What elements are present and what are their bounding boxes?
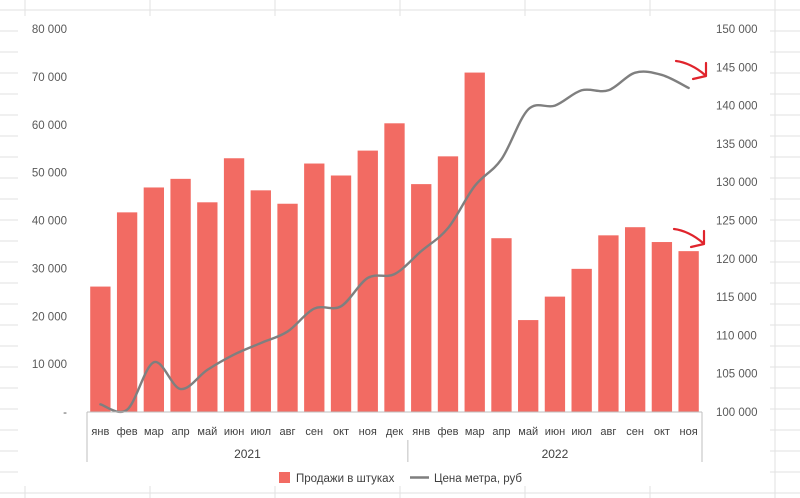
bar [464, 72, 485, 412]
red-arrow-shaft [674, 59, 707, 77]
x-group-label: 2021 [234, 447, 261, 461]
red-arrow-icon [674, 59, 708, 81]
x-tick-label: ноя [680, 426, 698, 438]
x-tick-label: янв [412, 426, 430, 438]
bar [678, 251, 699, 412]
x-tick-label: июн [545, 426, 565, 438]
bar [357, 150, 378, 412]
bar [571, 268, 592, 412]
red-arrow-icon [672, 227, 706, 249]
y-tick-label-right: 150 000 [716, 24, 758, 36]
bar [277, 203, 298, 412]
bar [250, 190, 271, 412]
legend-swatch-bar [279, 472, 290, 483]
bar [197, 202, 218, 412]
x-tick-label: май [197, 426, 217, 438]
bar [518, 320, 539, 412]
bar [598, 235, 619, 412]
x-tick-label: апр [171, 426, 189, 438]
legend-label-bar: Продажи в штуках [296, 473, 395, 485]
bar [330, 175, 352, 412]
y-tick-label-left: 30 000 [32, 263, 67, 275]
y-tick-label-left: 20 000 [32, 311, 67, 323]
y-tick-label-right: 105 000 [716, 369, 758, 381]
x-tick-label: дек [386, 426, 404, 438]
red-arrow-head [689, 229, 706, 249]
y-tick-label-left: 50 000 [32, 168, 67, 180]
red-arrow-shaft [672, 227, 705, 245]
y-tick-label-right: 145 000 [716, 62, 758, 74]
bar [223, 158, 245, 412]
y-tick-label-left: 60 000 [32, 120, 67, 132]
x-tick-label: авг [280, 426, 296, 438]
y-tick-label-left: - [63, 407, 67, 419]
bar [304, 163, 325, 412]
x-group-label: 2022 [542, 447, 569, 461]
y-tick-label-right: 110 000 [716, 330, 757, 342]
y-tick-label-left: 70 000 [32, 72, 67, 84]
x-tick-label: июл [251, 426, 272, 438]
bar [170, 178, 191, 412]
x-tick-label: сен [626, 426, 644, 438]
x-tick-label: апр [492, 426, 510, 438]
x-tick-label: мар [465, 426, 485, 438]
x-tick-label: фев [117, 426, 138, 438]
bar [384, 123, 405, 412]
x-tick-label: июл [571, 426, 592, 438]
y-tick-label-left: 10 000 [32, 359, 67, 371]
bar [651, 242, 673, 412]
x-tick-label: июн [224, 426, 244, 438]
y-tick-label-right: 135 000 [716, 139, 758, 151]
bar [544, 296, 566, 412]
red-arrow-head [691, 61, 708, 81]
y-tick-label-left: 40 000 [32, 216, 67, 228]
y-tick-label-right: 130 000 [716, 177, 758, 189]
legend-label-line: Цена метра, руб [434, 473, 522, 485]
x-tick-label: мар [144, 426, 164, 438]
y-tick-label-right: 100 000 [716, 407, 758, 419]
bar [116, 212, 138, 412]
x-tick-label: авг [600, 426, 616, 438]
bar [437, 156, 459, 412]
y-tick-label-right: 140 000 [716, 101, 758, 113]
bar [491, 238, 512, 412]
bar [411, 184, 432, 412]
x-tick-label: окт [333, 426, 349, 438]
y-tick-label-right: 125 000 [716, 216, 758, 228]
bar [143, 187, 165, 412]
x-tick-label: ноя [359, 426, 377, 438]
x-tick-label: фев [437, 426, 458, 438]
y-tick-label-left: 80 000 [32, 24, 67, 36]
y-tick-label-right: 120 000 [716, 254, 758, 266]
x-tick-label: янв [91, 426, 109, 438]
y-tick-label-right: 115 000 [716, 292, 757, 304]
x-tick-label: окт [654, 426, 670, 438]
bar [624, 227, 646, 412]
series-line-price [99, 70, 690, 414]
x-tick-label: сен [305, 426, 323, 438]
bar [90, 286, 111, 412]
x-tick-label: май [518, 426, 538, 438]
